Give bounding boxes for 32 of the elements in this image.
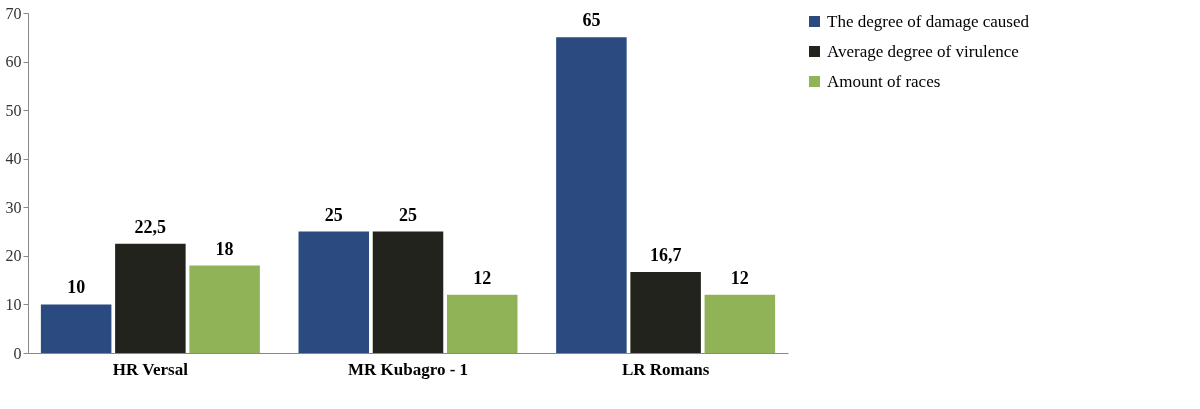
bar — [630, 271, 701, 353]
y-tick-label: 50 — [5, 101, 22, 119]
bar — [704, 294, 776, 353]
x-tick-label: LR Romans — [621, 359, 710, 379]
y-tick-label: 40 — [5, 150, 22, 168]
data-label: 16,7 — [649, 244, 682, 265]
y-tick-label: 0 — [13, 344, 22, 362]
legend-label: The degree of damage caused — [827, 11, 1030, 31]
bar — [372, 231, 444, 353]
data-label: 22,5 — [134, 216, 167, 237]
data-label: 25 — [324, 204, 343, 225]
legend-label: Amount of races — [827, 71, 941, 91]
bar — [298, 231, 370, 353]
bar — [446, 294, 518, 353]
data-label: 25 — [399, 204, 417, 225]
x-tick-label: HR Versal — [112, 359, 189, 379]
data-label: 10 — [67, 277, 86, 298]
data-label: 65 — [582, 10, 601, 31]
bar — [189, 265, 260, 353]
x-tick-label: MR Kubagro - 1 — [347, 359, 469, 379]
y-tick-label: 30 — [5, 198, 22, 216]
y-tick-label: 20 — [5, 247, 22, 265]
data-label: 12 — [473, 267, 492, 288]
data-label: 18 — [215, 238, 234, 259]
y-tick-label: 70 — [5, 4, 22, 22]
bar — [556, 37, 627, 353]
legend-label: Average degree of virulence — [827, 41, 1019, 61]
bar — [40, 304, 112, 353]
bar — [115, 243, 186, 353]
data-label: 12 — [730, 267, 749, 288]
y-tick-label: 10 — [5, 295, 22, 313]
y-tick-label: 60 — [5, 53, 22, 71]
